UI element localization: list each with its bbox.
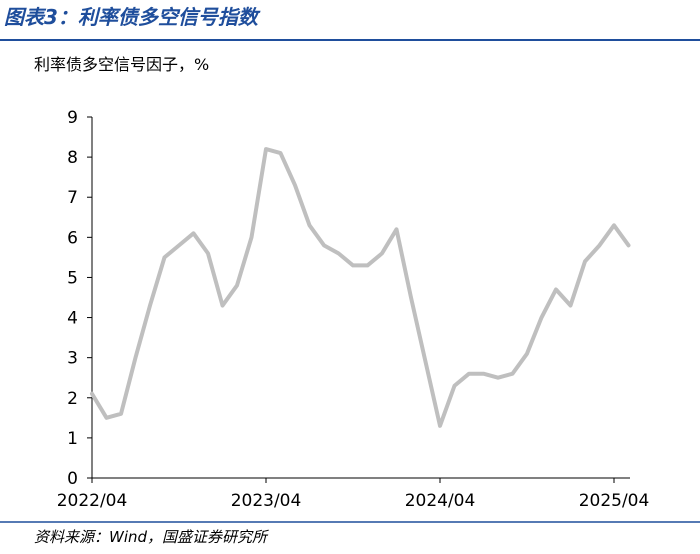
source-note: 资料来源：Wind，国盛证券研究所 — [34, 528, 269, 546]
series-line — [90, 147, 631, 428]
x-tick-label: 2023/04 — [231, 491, 302, 511]
y-tick-label: 2 — [67, 389, 78, 409]
chart-subtitle: 利率债多空信号因子，% — [34, 55, 209, 74]
x-tick-label: 2025/04 — [579, 491, 650, 511]
x-tick-label: 2024/04 — [405, 491, 476, 511]
y-tick-label: 0 — [67, 469, 78, 489]
y-tick-label: 3 — [67, 349, 78, 369]
figure-title: 图表3：利率债多空信号指数 — [4, 5, 261, 29]
y-tick-label: 8 — [67, 148, 78, 168]
y-tick-label: 4 — [67, 309, 78, 329]
y-tick-label: 1 — [67, 429, 78, 449]
y-tick-label: 5 — [67, 268, 78, 288]
y-tick-label: 9 — [67, 108, 78, 128]
x-tick-label: 2022/04 — [57, 491, 128, 511]
y-tick-label: 7 — [67, 188, 78, 208]
y-tick-label: 6 — [67, 228, 78, 248]
